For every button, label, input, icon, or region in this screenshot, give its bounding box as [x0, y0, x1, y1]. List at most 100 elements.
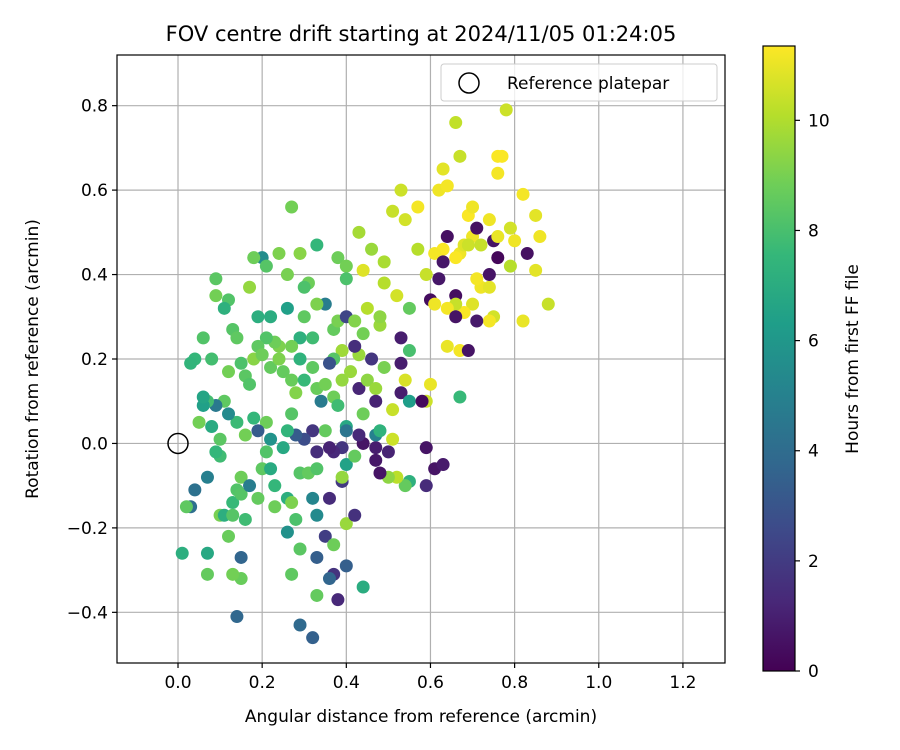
data-point: [209, 445, 223, 459]
data-point: [306, 491, 320, 505]
data-point: [356, 327, 370, 341]
data-point: [264, 360, 278, 374]
data-point: [466, 297, 480, 311]
data-point: [318, 377, 332, 391]
data-point: [339, 458, 353, 472]
x-tick-label: 0.0: [164, 673, 191, 693]
legend: Reference platepar: [440, 63, 718, 102]
data-point: [331, 251, 345, 265]
data-point: [293, 352, 307, 366]
data-point: [533, 230, 547, 244]
data-point: [310, 550, 324, 564]
data-point: [255, 348, 269, 362]
y-axis-label: Rotation from reference (arcmin): [23, 219, 43, 499]
data-point: [373, 310, 387, 324]
data-point: [352, 225, 366, 239]
data-point: [293, 542, 307, 556]
data-point: [209, 272, 223, 286]
x-tick-label: 0.2: [249, 673, 276, 693]
data-point: [461, 238, 475, 252]
x-tick-label: 1.0: [585, 673, 612, 693]
data-point: [209, 289, 223, 303]
data-point: [482, 280, 496, 294]
data-point: [369, 441, 383, 455]
data-point: [440, 301, 454, 315]
data-point: [331, 398, 345, 412]
x-tick-label: 0.4: [333, 673, 360, 693]
data-point: [419, 441, 433, 455]
data-point: [373, 466, 387, 480]
data-point: [280, 525, 294, 539]
data-point: [297, 280, 311, 294]
data-point: [402, 344, 416, 358]
data-point: [453, 390, 467, 404]
x-tick-label: 0.8: [501, 673, 528, 693]
data-point: [196, 390, 210, 404]
data-point: [461, 344, 475, 358]
data-point: [234, 550, 248, 564]
data-point: [381, 445, 395, 459]
data-point: [280, 301, 294, 315]
data-point: [310, 462, 324, 476]
data-point: [339, 559, 353, 573]
data-point: [335, 373, 349, 387]
data-point: [243, 479, 257, 493]
colorbar-label: Hours from first FF file: [843, 264, 863, 454]
data-point: [503, 221, 517, 235]
data-point: [217, 301, 231, 315]
data-point: [272, 352, 286, 366]
data-point: [419, 268, 433, 282]
data-point: [466, 200, 480, 214]
data-point: [234, 470, 248, 484]
data-point: [280, 424, 294, 438]
data-point: [369, 394, 383, 408]
data-point: [314, 394, 328, 408]
data-point: [226, 496, 240, 510]
data-point: [196, 331, 210, 345]
data-point: [440, 179, 454, 193]
data-point: [293, 331, 307, 345]
data-point: [306, 631, 320, 645]
data-point: [184, 356, 198, 370]
data-points: [175, 103, 555, 645]
data-point: [306, 331, 320, 345]
data-point: [200, 470, 214, 484]
data-point: [306, 424, 320, 438]
legend-box: [440, 63, 718, 102]
data-point: [356, 407, 370, 421]
legend-marker-open-circle: [458, 72, 480, 94]
y-tick-label: −0.2: [67, 519, 108, 539]
data-point: [310, 445, 324, 459]
data-point: [339, 272, 353, 286]
data-point: [335, 344, 349, 358]
data-point: [230, 610, 244, 624]
data-point: [293, 246, 307, 260]
colorbar-tick-label: 10: [808, 111, 830, 131]
data-point: [529, 263, 543, 277]
data-point: [398, 373, 412, 387]
colorbar-ticks: 0 2 4 6 8 10: [795, 111, 830, 682]
data-point: [264, 462, 278, 476]
data-point: [310, 508, 324, 522]
data-point: [179, 500, 193, 514]
data-point: [238, 512, 252, 526]
data-point: [348, 314, 362, 328]
data-point: [419, 479, 433, 493]
data-point: [390, 289, 404, 303]
data-point: [499, 103, 513, 117]
data-point: [415, 394, 429, 408]
data-point: [276, 365, 290, 379]
chart-title: FOV centre drift starting at 2024/11/05 …: [166, 22, 677, 46]
data-point: [327, 538, 341, 552]
data-point: [394, 386, 408, 400]
y-tick-label: 0.4: [81, 266, 108, 286]
data-point: [247, 411, 261, 425]
data-point: [356, 580, 370, 594]
data-point: [272, 246, 286, 260]
data-point: [251, 310, 265, 324]
y-tick-label: 0.0: [81, 434, 108, 454]
data-point: [411, 200, 425, 214]
data-point: [322, 491, 336, 505]
data-point: [491, 251, 505, 265]
